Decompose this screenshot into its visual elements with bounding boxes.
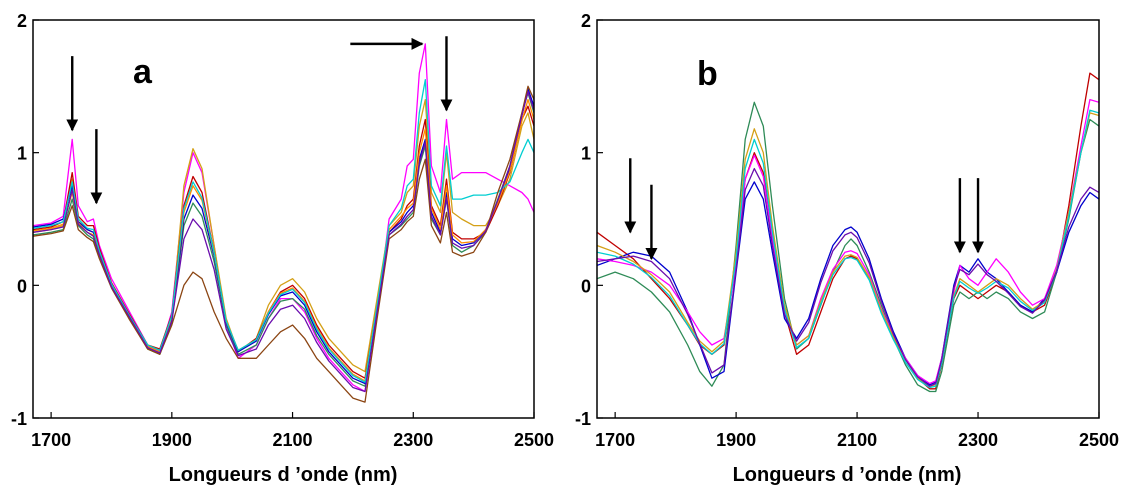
spectrum-line bbox=[33, 105, 534, 379]
tick-group: 1700 1900 2100 2300 2500 -1 0 1 2 bbox=[575, 11, 1119, 450]
x-tick-label: 1900 bbox=[152, 430, 192, 450]
y-tick-label: 2 bbox=[17, 11, 27, 31]
series-group bbox=[597, 72, 1099, 393]
plot-frame bbox=[32, 19, 535, 419]
spectrum-line bbox=[33, 92, 534, 387]
spectrum-line bbox=[597, 167, 1099, 387]
x-tick-label: 2300 bbox=[958, 430, 998, 450]
x-axis-title: Longueurs d ’onde (nm) bbox=[733, 464, 962, 486]
y-tick-label: 1 bbox=[581, 144, 591, 164]
panel-label: b bbox=[697, 55, 718, 93]
y-tick-label: -1 bbox=[575, 409, 591, 429]
spectrum-line bbox=[33, 90, 534, 393]
spectrum-line bbox=[33, 98, 534, 382]
y-tick-label: 2 bbox=[581, 11, 591, 31]
spectrum-line bbox=[597, 109, 1099, 389]
spectrum-line bbox=[597, 112, 1099, 387]
x-tick-label: 2500 bbox=[514, 430, 554, 450]
y-tick-label: 0 bbox=[17, 276, 27, 296]
spectrum-line bbox=[33, 79, 534, 383]
x-axis-title: Longueurs d ’onde (nm) bbox=[169, 464, 398, 486]
panel-label: a bbox=[133, 53, 153, 91]
x-tick-label: 2100 bbox=[273, 430, 313, 450]
spectrum-line bbox=[597, 72, 1099, 390]
panel-b: 1700 1900 2100 2300 2500 -1 0 1 2 b Longueurs d … bbox=[575, 11, 1119, 486]
y-tick-label: -1 bbox=[11, 409, 27, 429]
spectrum-line bbox=[597, 101, 1099, 393]
spectrum-line bbox=[33, 43, 534, 393]
x-tick-label: 1700 bbox=[595, 430, 635, 450]
x-tick-label: 1900 bbox=[716, 430, 756, 450]
y-tick-label: 0 bbox=[581, 276, 591, 296]
tick-group: 1700 1900 2100 2300 2500 -1 0 1 2 bbox=[11, 11, 554, 450]
spectrum-line bbox=[597, 98, 1099, 385]
x-tick-label: 1700 bbox=[31, 430, 71, 450]
spectrum-line bbox=[597, 181, 1099, 386]
annotation-group bbox=[66, 36, 453, 205]
x-tick-label: 2100 bbox=[837, 430, 877, 450]
plot-frame bbox=[596, 19, 1100, 419]
panel-a: 1700 1900 2100 2300 2500 -1 0 1 2 a Longueurs d … bbox=[11, 11, 554, 486]
annotation-group bbox=[624, 158, 985, 260]
x-tick-label: 2500 bbox=[1079, 430, 1119, 450]
x-tick-label: 2300 bbox=[393, 430, 433, 450]
y-tick-label: 1 bbox=[17, 144, 27, 164]
series-group bbox=[33, 43, 534, 403]
